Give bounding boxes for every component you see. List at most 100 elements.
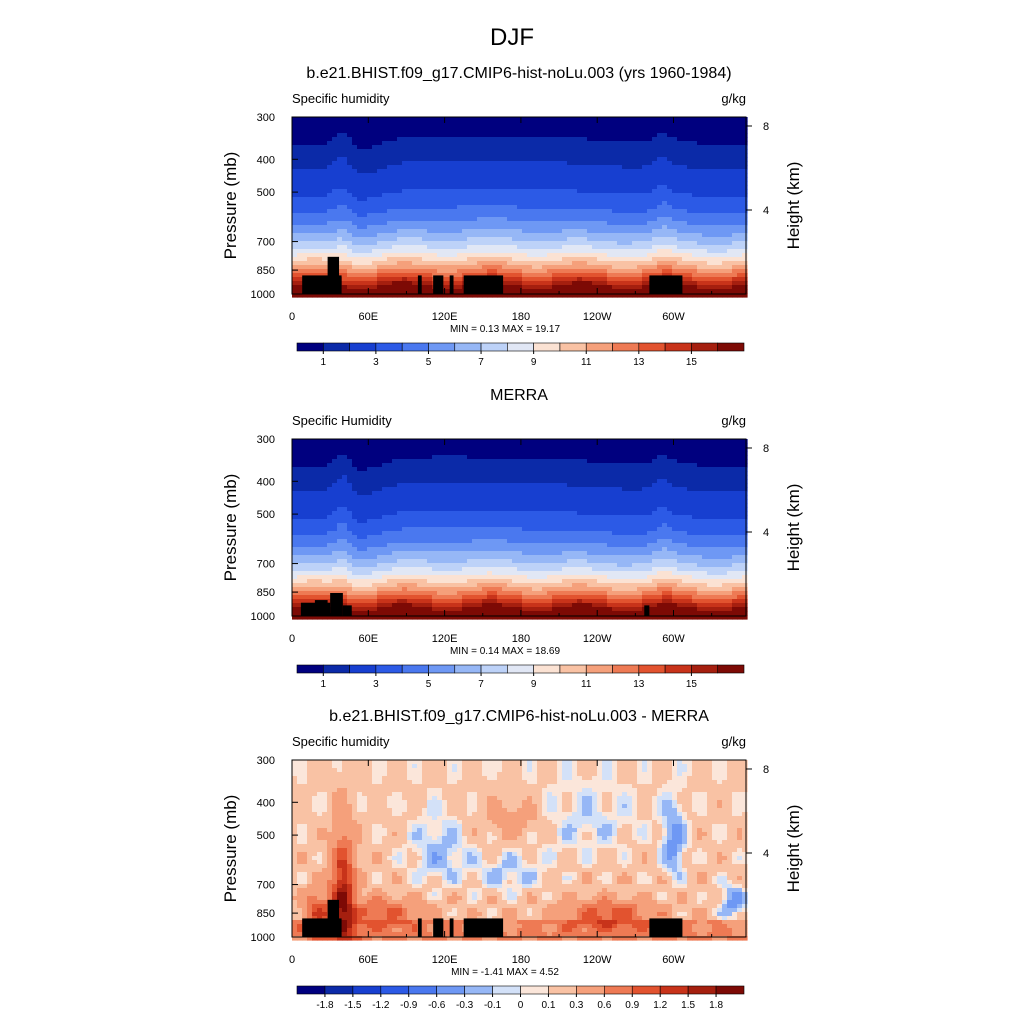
colorbar-label: 13 <box>633 679 645 690</box>
x-tick-label: 60W <box>662 311 685 323</box>
y-axis-label: Pressure (mb) <box>221 795 240 903</box>
colorbar-box <box>428 664 456 674</box>
x-tick-label: 60W <box>662 954 685 966</box>
colorbar: -1.8 -1.5 -1.2 -0.9 -0.6 -0.3 -0.1 0 0.1 0.3 0.6 0.… <box>296 985 745 1011</box>
colorbar-box <box>296 664 324 674</box>
colorbar-box <box>664 664 692 674</box>
x-tick-label: 0 <box>289 311 295 323</box>
y-tick-label: 400 <box>257 154 275 166</box>
colorbar-label: -0.9 <box>400 1000 418 1011</box>
colorbar-label: 0 <box>518 1000 524 1011</box>
colorbar-box <box>533 664 561 674</box>
colorbar-label: 1 <box>321 679 327 690</box>
colorbar-box <box>408 985 437 995</box>
x-tick-label: 60W <box>662 633 685 645</box>
colorbar-label: 1 <box>321 357 327 368</box>
y2-axis-label: Height (km) <box>784 805 803 893</box>
y-axis-label: Pressure (mb) <box>221 152 240 260</box>
colorbar-label: 1.8 <box>709 1000 723 1011</box>
panel-left-label: Specific Humidity <box>292 413 392 428</box>
colorbar-box <box>548 985 577 995</box>
colorbar-label: 0.1 <box>541 1000 555 1011</box>
colorbar-box <box>585 342 613 352</box>
colorbar-box <box>612 342 640 352</box>
colorbar-box <box>296 985 326 995</box>
colorbar-box <box>659 985 689 995</box>
colorbar-box <box>612 664 640 674</box>
y-tick-label: 300 <box>257 112 275 124</box>
colorbar-box <box>691 342 719 352</box>
colorbar-box <box>349 664 377 674</box>
y-tick-label: 850 <box>257 908 275 920</box>
panels: b.e21.BHIST.f09_g17.CMIP6-hist-noLu.003 … <box>221 65 803 1011</box>
panel-units-label: g/kg <box>721 734 746 749</box>
colorbar-box <box>375 342 403 352</box>
colorbar-label: -0.1 <box>484 1000 502 1011</box>
colorbar-box <box>691 664 719 674</box>
colorbar-box <box>380 985 410 995</box>
colorbar-label: -1.5 <box>344 1000 362 1011</box>
colorbar-box <box>454 664 482 674</box>
x-tick-label: 120W <box>583 954 612 966</box>
colorbar-box <box>296 342 324 352</box>
colorbar-label: -0.3 <box>456 1000 474 1011</box>
colorbar-box <box>717 664 745 674</box>
contour-field <box>292 117 748 298</box>
panel-2: MERRA Specific Humidity g/kg 0 60E 120E 180 120… <box>221 387 803 690</box>
colorbar-box <box>507 664 534 674</box>
y-tick-label: 300 <box>257 755 275 767</box>
colorbar-box <box>324 985 354 995</box>
y-tick-label: 850 <box>257 587 275 599</box>
y-tick-label: 300 <box>257 434 275 446</box>
y-tick-label: 400 <box>257 476 275 488</box>
colorbar-box <box>480 664 508 674</box>
colorbar-label: 7 <box>478 357 484 368</box>
colorbar-box <box>480 342 508 352</box>
x-tick-label: 60E <box>359 633 379 645</box>
x-tick-label: 120W <box>583 633 612 645</box>
y-tick-label: 500 <box>257 509 275 521</box>
x-tick-label: 180 <box>512 633 530 645</box>
topography-mask <box>300 592 650 616</box>
colorbar-label: 15 <box>686 679 698 690</box>
colorbar-label: 0.6 <box>597 1000 611 1011</box>
panel-title: MERRA <box>490 387 548 404</box>
x-tick-label: 0 <box>289 633 295 645</box>
panel-title: b.e21.BHIST.f09_g17.CMIP6-hist-noLu.003 … <box>306 65 731 82</box>
y2-tick-label: 4 <box>763 205 769 217</box>
colorbar-label: 15 <box>686 357 698 368</box>
colorbar-box <box>436 985 465 995</box>
contour-field <box>292 760 748 941</box>
colorbar-box <box>631 985 661 995</box>
colorbar-box <box>464 985 493 995</box>
colorbar-box <box>520 985 549 995</box>
topography-mask <box>302 256 683 294</box>
colorbar-box <box>638 664 666 674</box>
x-tick-label: 60E <box>359 311 379 323</box>
y-tick-label: 700 <box>257 237 275 249</box>
colorbar-label: 9 <box>531 679 537 690</box>
colorbar-box <box>454 342 482 352</box>
colorbar-box <box>322 664 350 674</box>
y2-tick-label: 8 <box>763 121 769 133</box>
y-tick-label: 700 <box>257 559 275 571</box>
colorbar-box <box>559 342 587 352</box>
x-tick-label: 0 <box>289 954 295 966</box>
y-tick-label: 1000 <box>251 611 275 623</box>
colorbar-box <box>401 342 429 352</box>
colorbar-box <box>492 985 521 995</box>
y-tick-label: 500 <box>257 830 275 842</box>
y-axis-label: Pressure (mb) <box>221 474 240 582</box>
colorbar-box <box>352 985 382 995</box>
colorbar-label: -1.8 <box>316 1000 334 1011</box>
colorbar-box <box>687 985 717 995</box>
colorbar-label: 11 <box>581 357 592 368</box>
colorbar-label: 9 <box>531 357 537 368</box>
y2-axis-label: Height (km) <box>784 162 803 250</box>
colorbar-label: 3 <box>373 357 379 368</box>
y-tick-label: 400 <box>257 797 275 809</box>
colorbar-box <box>585 664 613 674</box>
y2-axis-label: Height (km) <box>784 484 803 572</box>
colorbar-box <box>664 342 692 352</box>
figure-title: DJF <box>490 24 534 51</box>
